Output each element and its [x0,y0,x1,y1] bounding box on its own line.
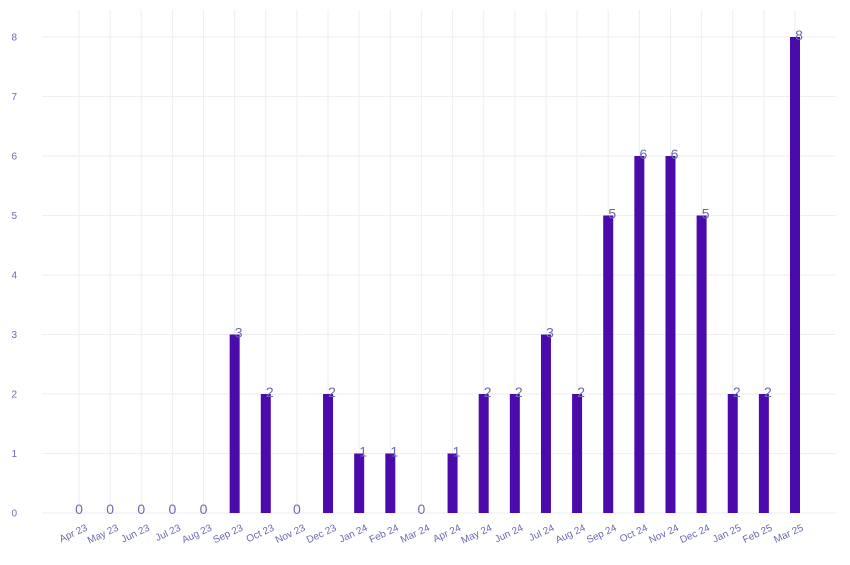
y-tick-label: 3 [11,330,17,341]
bar[interactable] [260,394,271,513]
bar[interactable] [509,394,520,513]
x-tick-label: Jun 24 [493,523,525,546]
data-label: 0 [75,501,83,517]
x-tick-label: Jan 24 [338,523,370,546]
y-tick-label: 1 [11,449,17,460]
bar[interactable] [447,453,458,514]
data-label: 6 [671,146,679,162]
data-label: 8 [795,27,803,43]
data-label: 6 [639,146,647,162]
bar[interactable] [323,394,334,513]
x-tick-label: Mar 24 [399,523,432,546]
data-label: 2 [328,384,336,400]
bar[interactable] [385,453,396,514]
x-tick-label: May 24 [460,523,495,547]
x-tick-label: Feb 24 [368,523,401,546]
data-label: 2 [515,384,523,400]
data-label: 0 [293,501,301,517]
bar[interactable] [696,215,707,514]
x-tick-label: Jun 23 [120,523,152,546]
x-tick-label: Oct 24 [618,523,650,546]
y-tick-label: 0 [11,509,17,520]
data-label: 2 [484,384,492,400]
x-tick-label: Mar 25 [772,523,805,546]
y-tick-label: 7 [11,92,17,103]
data-label: 0 [418,501,426,517]
x-tick-label: May 23 [86,523,121,547]
data-label: 5 [702,206,710,222]
x-tick-label: Jul 23 [154,523,183,544]
data-label: 1 [390,444,398,460]
x-tick-label: Apr 23 [58,523,90,546]
data-label: 1 [359,444,367,460]
x-tick-label: Oct 23 [245,523,277,546]
y-tick-label: 6 [11,152,17,163]
y-tick-label: 2 [11,390,17,401]
data-labels: 0 0 0 0 0 3 2 0 2 1 1 0 1 2 2 3 2 5 6 6 5 2 2 8 [75,27,803,517]
x-tick-label: Dec 23 [305,523,339,547]
data-label: 0 [106,501,114,517]
data-label: 3 [235,325,243,341]
x-tick-label: Sep 24 [585,523,619,547]
bar[interactable] [354,453,365,514]
x-tick-label: Sep 23 [212,523,246,547]
bar[interactable] [758,394,769,513]
y-tick-label: 8 [11,33,17,44]
data-label: 0 [137,501,145,517]
data-label: 0 [168,501,176,517]
x-tick-label: Apr 24 [431,523,463,546]
data-label: 2 [266,384,274,400]
bar[interactable] [790,37,800,513]
x-tick-label: Nov 24 [647,523,681,547]
data-label: 2 [764,384,772,400]
data-label: 2 [577,384,585,400]
bar[interactable] [727,394,738,513]
x-tick-label: Feb 25 [741,523,774,546]
bar[interactable] [478,394,489,513]
data-label: 0 [200,501,208,517]
x-tick-label: Aug 23 [180,523,214,547]
y-axis: 0 1 2 3 4 5 6 7 8 [11,33,17,520]
grid-lines [42,10,836,514]
bar[interactable] [229,334,240,514]
bar[interactable] [634,156,645,513]
bars [229,37,800,514]
y-tick-label: 4 [11,271,17,282]
x-tick-label: Dec 24 [679,523,713,547]
bar[interactable] [572,394,583,513]
bar[interactable] [603,215,614,514]
y-tick-label: 5 [11,211,17,222]
data-label: 2 [733,384,741,400]
bar[interactable] [665,156,676,513]
x-tick-label: Aug 24 [554,523,588,547]
data-label: 1 [453,444,461,460]
bar[interactable] [540,334,551,514]
data-label: 3 [546,325,554,341]
x-tick-label: Nov 23 [274,523,308,547]
x-tick-label: Jul 24 [527,523,556,544]
x-tick-label: Jan 25 [711,523,743,546]
data-label: 5 [608,206,616,222]
